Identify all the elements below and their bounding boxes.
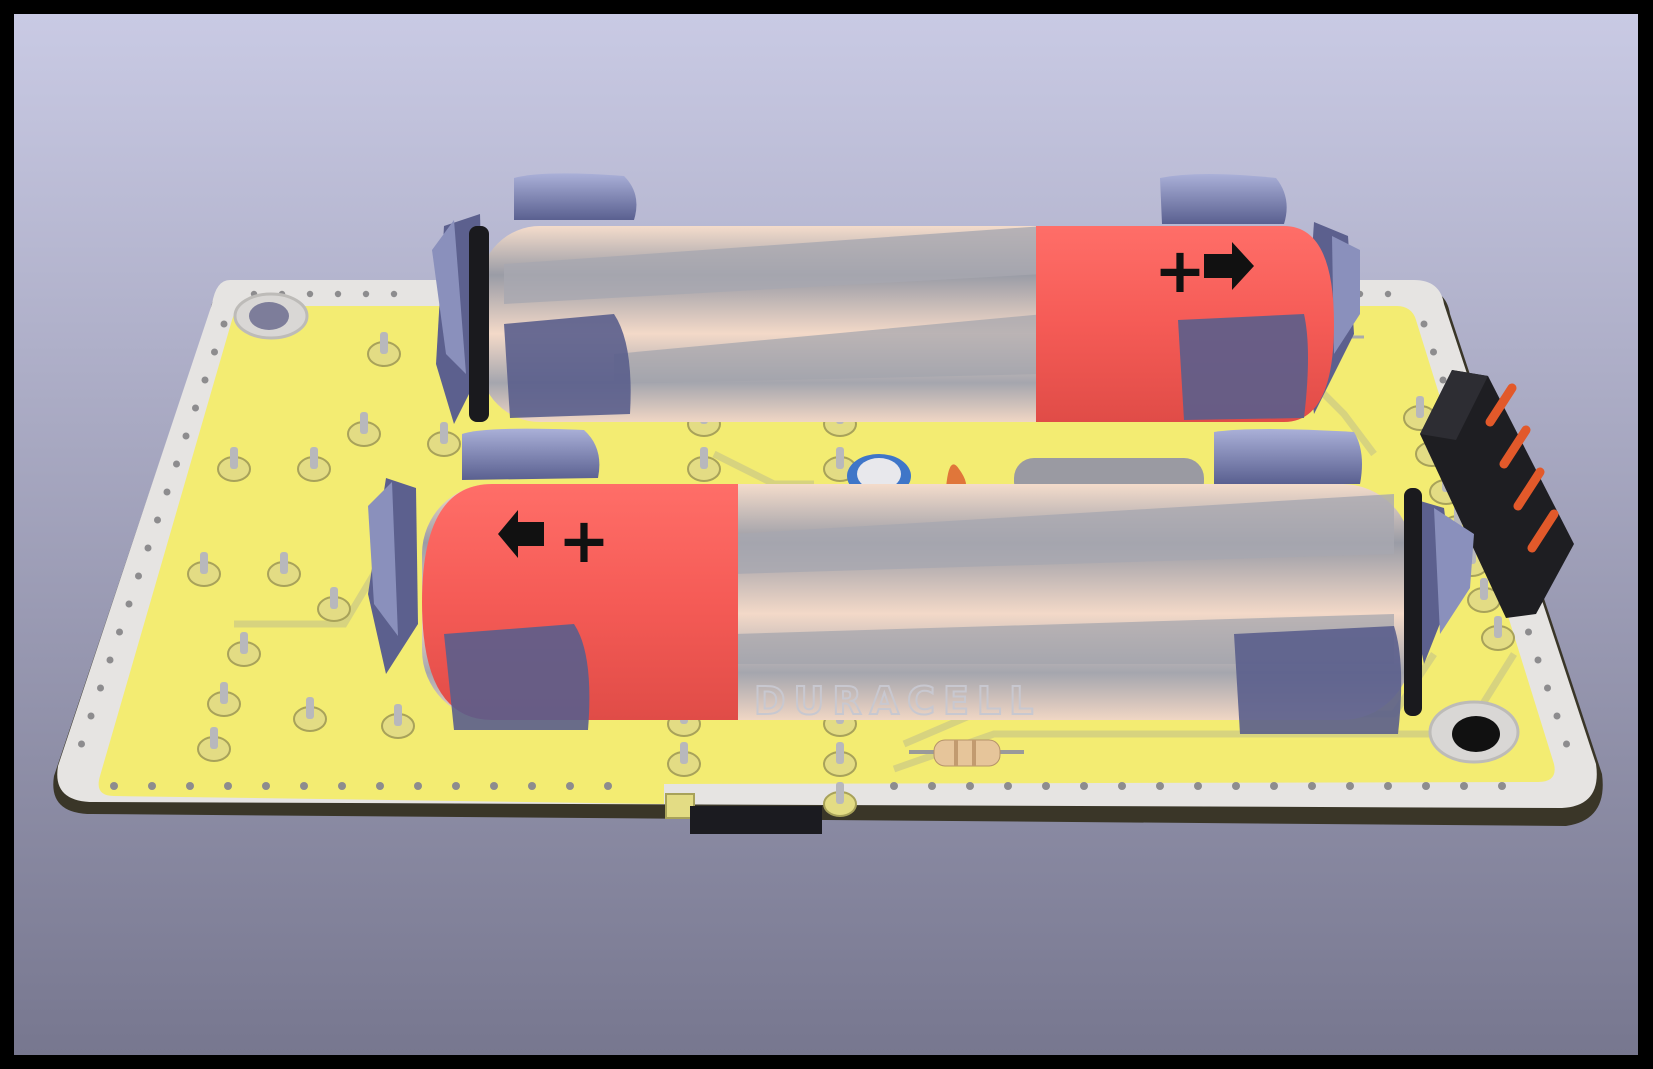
arrow-right-icon [1204,242,1254,290]
tht-pad [687,447,721,482]
tht-pad [217,447,251,482]
arrow-left-icon [498,510,544,558]
tht-pad [293,697,327,732]
tht-pad [187,552,221,587]
mounting-hole-bottom-right [1428,700,1520,764]
tht-pad [1467,578,1501,613]
battery-top-polarity: + [1154,234,1206,307]
tht-pad [823,742,857,777]
tht-pad [667,742,701,777]
tht-pad [227,632,261,667]
tht-pad [317,587,351,622]
pin-header-connector[interactable] [1420,370,1574,618]
pcb-3d-view[interactable]: + + DURACELL [14,14,1638,1055]
battery-bottom[interactable]: + DURACELL [422,484,1422,734]
tht-pad [197,727,231,762]
battery-brand-label: DURACELL [754,679,1041,723]
tht-pad [381,704,415,739]
resistor-r3[interactable] [909,739,1024,767]
tht-pad [427,422,461,457]
connector-pin [1485,383,1517,427]
connector-pin [1499,425,1531,469]
tht-pad [267,552,301,587]
tht-pad [297,447,331,482]
tht-pad [367,332,401,367]
tht-pad [1481,616,1515,651]
mounting-hole-top-left [233,292,309,340]
tht-pad [823,782,857,817]
connector-pin [1513,467,1545,511]
connector-pin [1527,509,1559,553]
battery-bottom-polarity: + [558,504,610,577]
tht-pad [207,682,241,717]
bottom-connector [690,806,822,834]
square-pad [665,793,695,819]
battery-top[interactable]: + [469,226,1334,422]
tht-pad [347,412,381,447]
